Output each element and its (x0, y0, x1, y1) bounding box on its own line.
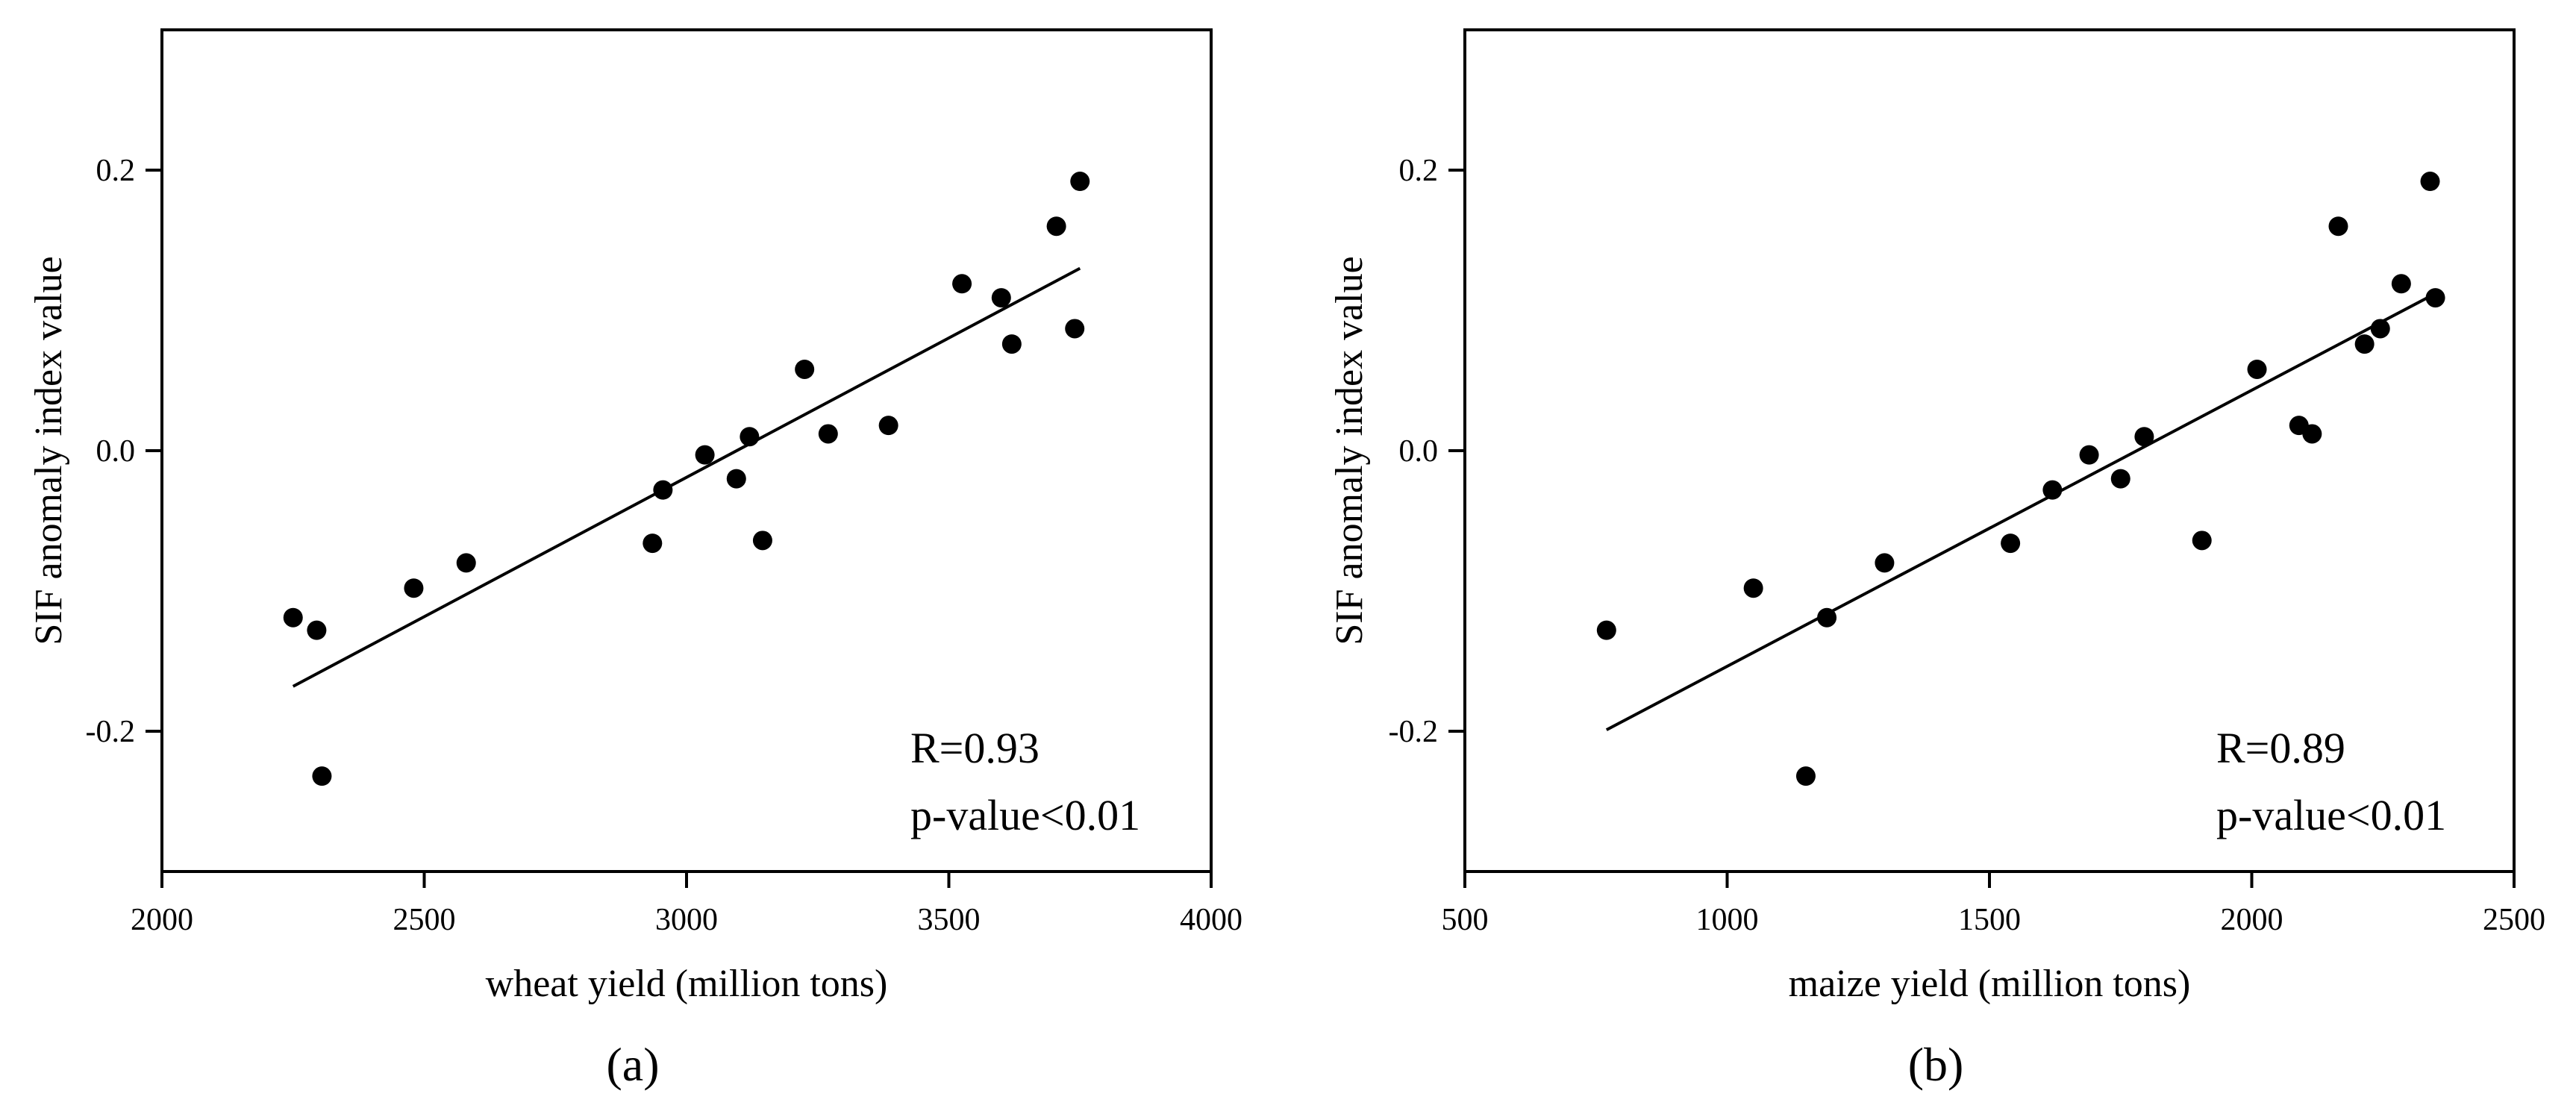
data-point (1795, 766, 1816, 786)
y-axis-label: SIF anomaly index value (1328, 256, 1371, 645)
x-axis-label: maize yield (million tons) (1789, 963, 2191, 1005)
y-tick-label: -0.2 (86, 715, 136, 749)
data-point (2192, 531, 2212, 551)
data-point (952, 274, 972, 294)
y-tick-label: 0.2 (1399, 154, 1439, 188)
data-point (878, 416, 898, 436)
data-point (752, 531, 772, 551)
annotation-r-value: R=0.93 (910, 724, 1040, 772)
data-point (2134, 427, 2154, 447)
data-point (307, 620, 327, 640)
data-point (283, 607, 303, 628)
data-point (2110, 469, 2130, 489)
x-axis-label: wheat yield (million tons) (486, 963, 888, 1005)
data-point (456, 553, 476, 573)
x-tick-label: 4000 (1180, 903, 1242, 937)
regression-line (1605, 292, 2436, 731)
x-tick-label: 1500 (1958, 903, 2021, 937)
data-point (312, 766, 332, 786)
annotation-p-value: p-value<0.01 (910, 791, 1140, 839)
plot-frame (1463, 28, 2516, 873)
data-point (1596, 620, 1616, 640)
scatter-panel-a: 2000 2500 3000 3500 4000 -0.2 0.0 0.2 R=0.93 p… (28, 28, 1242, 1091)
scatter-panel-b: 500 1000 1500 2000 2500 -0.2 0.0 0.2 R=0.89 p-… (1328, 28, 2545, 1091)
data-point (818, 424, 838, 444)
y-axis-ticks: -0.2 0.0 0.2 (1389, 154, 1465, 749)
x-tick-label: 2500 (393, 903, 456, 937)
data-point (2042, 480, 2063, 500)
data-point (1875, 553, 1895, 573)
data-points (1596, 172, 2445, 786)
panel-label: (b) (1908, 1038, 1964, 1091)
x-axis-ticks: 2000 2500 3000 3500 4000 (131, 872, 1242, 937)
x-tick-label: 2500 (2483, 903, 2545, 937)
x-tick-label: 3000 (655, 903, 718, 937)
y-tick-label: 0.0 (1399, 434, 1439, 469)
x-tick-label: 2000 (131, 903, 193, 937)
y-axis-label: SIF anomaly index value (28, 256, 70, 645)
data-point (2302, 424, 2322, 444)
data-point (795, 359, 815, 379)
x-tick-label: 3500 (918, 903, 981, 937)
data-point (1743, 578, 1763, 598)
annotation-p-value: p-value<0.01 (2216, 791, 2446, 839)
panel-label: (a) (606, 1038, 659, 1091)
x-tick-label: 2000 (2221, 903, 2283, 937)
y-tick-label: 0.2 (96, 154, 136, 188)
data-point (991, 288, 1011, 308)
data-point (2079, 445, 2099, 465)
x-tick-label: 500 (1442, 903, 1489, 937)
data-point (2328, 216, 2348, 237)
data-point (2391, 274, 2411, 294)
data-point (643, 534, 663, 554)
data-point (2420, 172, 2440, 192)
data-point (1070, 172, 1090, 192)
plot-frame (160, 28, 1213, 873)
x-axis-ticks: 500 1000 1500 2000 2500 (1442, 872, 2545, 937)
data-point (1001, 334, 1022, 354)
data-point (404, 578, 424, 598)
x-tick-label: 1000 (1696, 903, 1759, 937)
y-tick-label: 0.0 (96, 434, 136, 469)
data-point (2425, 288, 2445, 308)
data-point (726, 469, 746, 489)
regression-line (292, 266, 1081, 688)
y-tick-label: -0.2 (1389, 715, 1439, 749)
data-point (1046, 216, 1066, 237)
data-point (2001, 534, 2021, 554)
y-axis-ticks: -0.2 0.0 0.2 (86, 154, 162, 749)
data-point (2354, 334, 2375, 354)
data-point (695, 445, 715, 465)
data-point (1065, 319, 1085, 339)
data-point (2247, 359, 2267, 379)
annotation-r-value: R=0.89 (2216, 724, 2345, 772)
